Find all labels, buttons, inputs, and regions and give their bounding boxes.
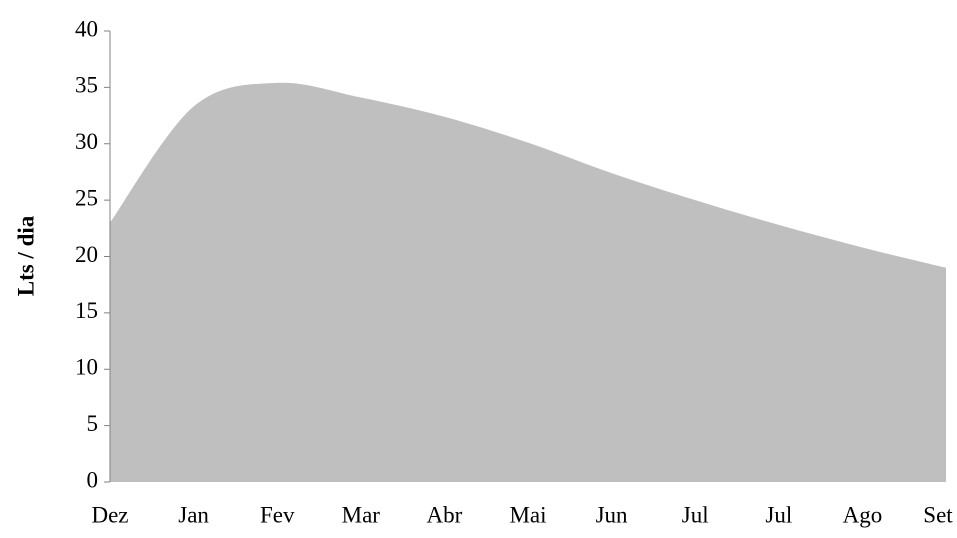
x-tick-label: Set (923, 502, 953, 527)
x-tick-label: Abr (427, 502, 463, 527)
x-tick-label: Fev (260, 502, 295, 527)
x-tick-label: Dez (91, 502, 128, 527)
x-tick-label: Jul (765, 502, 792, 527)
y-tick-label: 30 (75, 129, 98, 154)
y-tick-label: 25 (75, 185, 98, 210)
y-tick-label: 15 (75, 298, 98, 323)
x-tick-label: Mai (509, 502, 546, 527)
x-tick-label: Jan (178, 502, 209, 527)
x-tick-label: Ago (843, 502, 883, 527)
y-tick-label: 5 (87, 411, 99, 436)
y-tick-label: 0 (87, 467, 99, 492)
y-tick-label: 20 (75, 242, 98, 267)
x-tick-label: Mar (342, 502, 381, 527)
y-tick-label: 40 (75, 16, 98, 41)
y-tick-label: 35 (75, 73, 98, 98)
area (110, 82, 946, 482)
y-axis-label: Lts / dia (13, 215, 38, 296)
y-tick-label: 10 (75, 355, 98, 380)
x-tick-label: Jul (682, 502, 709, 527)
x-tick-label: Jun (596, 502, 628, 527)
